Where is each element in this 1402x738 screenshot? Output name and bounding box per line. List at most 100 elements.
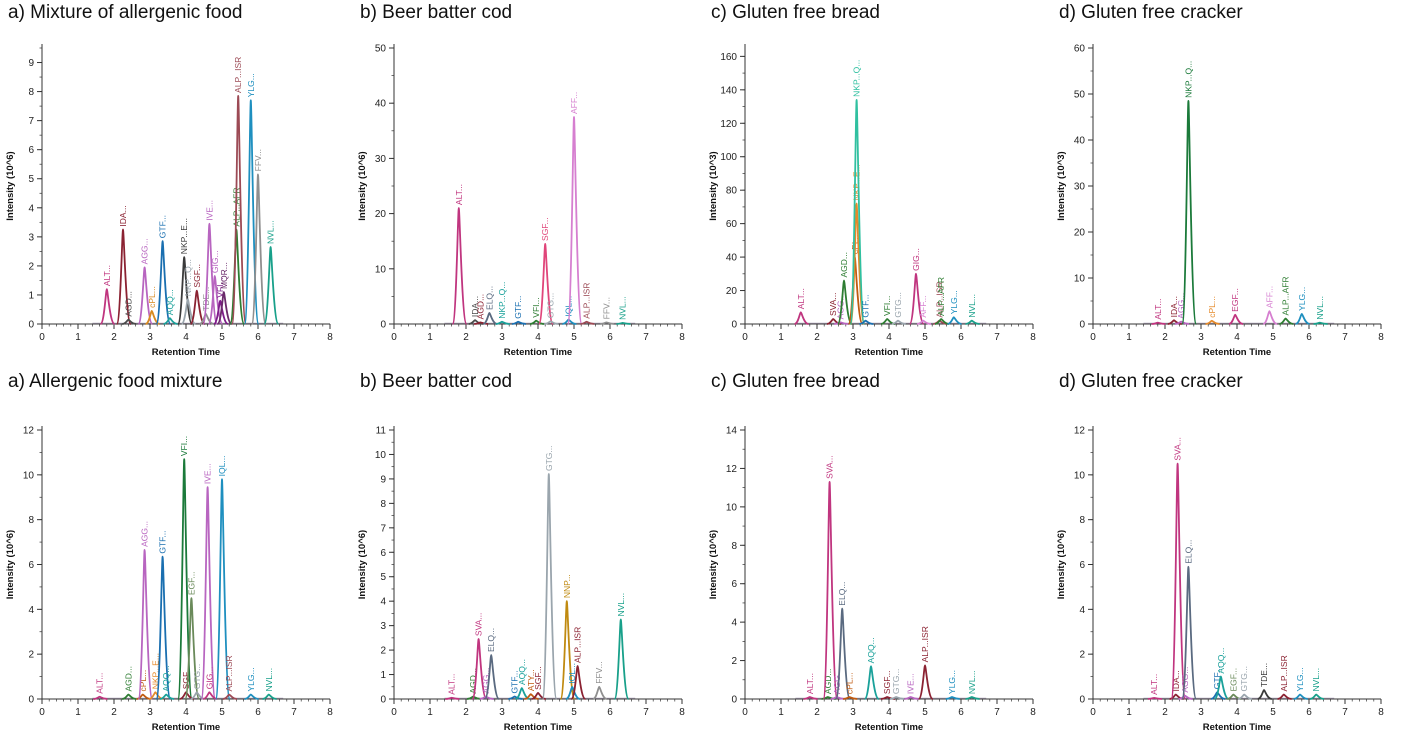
peak-label: NVL... (1315, 296, 1325, 320)
x-tick-label: 5 (219, 332, 225, 343)
y-tick-label: 8 (731, 541, 737, 552)
peak-trace (1279, 317, 1294, 325)
peak-label: ALP...ISR (582, 283, 592, 319)
peak-label: SGF... (882, 670, 892, 694)
peak-trace (213, 299, 229, 325)
peak-label: AFF... (918, 295, 928, 317)
y-tick-label: 5 (28, 174, 34, 185)
peak-label: YLG... (246, 667, 256, 691)
peak-trace (863, 665, 880, 700)
peak-label: AGD... (839, 252, 849, 278)
peak-label: YLG... (246, 73, 256, 97)
peak-label: ALP...AFR (1281, 276, 1291, 315)
y-tick-label: 10 (1074, 274, 1086, 285)
y-tick-label: 4 (28, 605, 34, 616)
x-tick-label: 0 (1090, 707, 1096, 718)
x-tick-label: 4 (886, 332, 892, 343)
peak-label: NKP...Q... (1183, 61, 1193, 98)
x-tick-label: 3 (499, 707, 505, 718)
peak-trace (600, 321, 615, 325)
x-tick-label: 8 (1378, 332, 1384, 343)
peak-label: ALP...ISR (233, 57, 243, 93)
peak-label: IVE... (203, 463, 213, 484)
peak-trace (559, 600, 576, 700)
peak-trace (1147, 696, 1163, 700)
y-tick-label: 1 (28, 290, 34, 301)
peak-label: AFF... (1264, 286, 1274, 308)
peak-label: GTG... (544, 446, 554, 472)
y-tick-label: 9 (380, 474, 386, 485)
peak-label: IDA... (1171, 670, 1181, 691)
peak-label: NNP... (562, 574, 572, 598)
peak-trace (803, 696, 818, 700)
y-tick-label: 0 (28, 320, 34, 331)
x-axis-title: Retention Time (855, 347, 923, 358)
peak-trace (859, 319, 874, 325)
y-tick-label: 0 (731, 320, 737, 331)
peak-trace (822, 480, 839, 700)
x-tick-label: 7 (291, 707, 297, 718)
x-tick-label: 1 (778, 332, 784, 343)
x-axis-title: Retention Time (1203, 347, 1271, 358)
y-tick-label: 9 (28, 58, 34, 69)
peak-label: ALP...AFR (936, 277, 946, 316)
panel-title: c) Gluten free bread (711, 371, 880, 392)
x-tick-label: 2 (463, 707, 469, 718)
peak-label: FFV... (253, 149, 263, 171)
peak-label: YLG... (949, 290, 959, 314)
peak-label: AGG... (1176, 293, 1186, 319)
y-tick-label: 6 (28, 560, 34, 571)
x-tick-label: 7 (1342, 707, 1348, 718)
x-tick-label: 1 (1126, 707, 1132, 718)
peak-label: ALT... (1149, 674, 1159, 695)
peak-label: GIG... (911, 248, 921, 271)
x-tick-label: 5 (922, 332, 928, 343)
y-tick-label: 10 (23, 470, 35, 481)
x-tick-label: 8 (1378, 707, 1384, 718)
chromatogram-panel: d) Gluten free cracker 0 1 2 3 4 5 6 7 8 0 2 4 6 8 10 1… (1051, 369, 1401, 738)
y-tick-label: 0 (380, 320, 386, 331)
peak-label: TDE... (1259, 663, 1269, 687)
x-tick-label: 5 (571, 707, 577, 718)
peak-trace (916, 319, 932, 325)
x-tick-label: 2 (814, 707, 820, 718)
x-tick-label: 4 (1234, 707, 1240, 718)
peak-label: AGD... (475, 294, 485, 320)
peak-label: GTG... (1239, 666, 1249, 692)
peak-label: ALT... (447, 674, 457, 695)
peak-trace (945, 696, 960, 700)
y-tick-label: 1 (380, 670, 386, 681)
y-tick-label: 4 (1079, 605, 1085, 616)
peak-trace (159, 693, 175, 700)
peak-label: GTG... (546, 293, 556, 319)
y-tick-label: 7 (28, 116, 34, 127)
peak-trace (1181, 565, 1198, 700)
peak-trace (177, 256, 193, 325)
x-tick-label: 1 (778, 707, 784, 718)
x-tick-label: 2 (111, 707, 117, 718)
peak-label: YLG... (1295, 667, 1305, 691)
y-tick-label: 2 (28, 650, 34, 661)
peak-trace (148, 691, 164, 700)
peak-label: SVA... (825, 455, 835, 478)
peak-trace (137, 266, 154, 325)
y-tick-label: 12 (1074, 426, 1086, 437)
peak-trace (1293, 693, 1308, 700)
peak-trace (616, 321, 631, 325)
peak-trace (508, 695, 523, 700)
peak-label: EGF... (1228, 668, 1238, 692)
peak-trace (849, 98, 866, 325)
peak-trace (99, 288, 116, 325)
y-tick-label: 20 (375, 209, 387, 220)
peak-label: NVL... (264, 668, 274, 692)
peak-label: NVL... (266, 220, 276, 244)
peak-label: ALP...ISR (1279, 655, 1289, 691)
peak-label: NVL... (1311, 668, 1321, 692)
y-axis-title: Intensity (10^3) (708, 151, 719, 220)
peak-label: IDA... (470, 296, 480, 317)
x-tick-label: 5 (1270, 707, 1276, 718)
x-tick-label: 2 (463, 332, 469, 343)
peak-label: NVL... (967, 670, 977, 694)
y-axis-title: Intensity (10^6) (708, 530, 719, 599)
peak-label: ELQ... (484, 286, 494, 310)
